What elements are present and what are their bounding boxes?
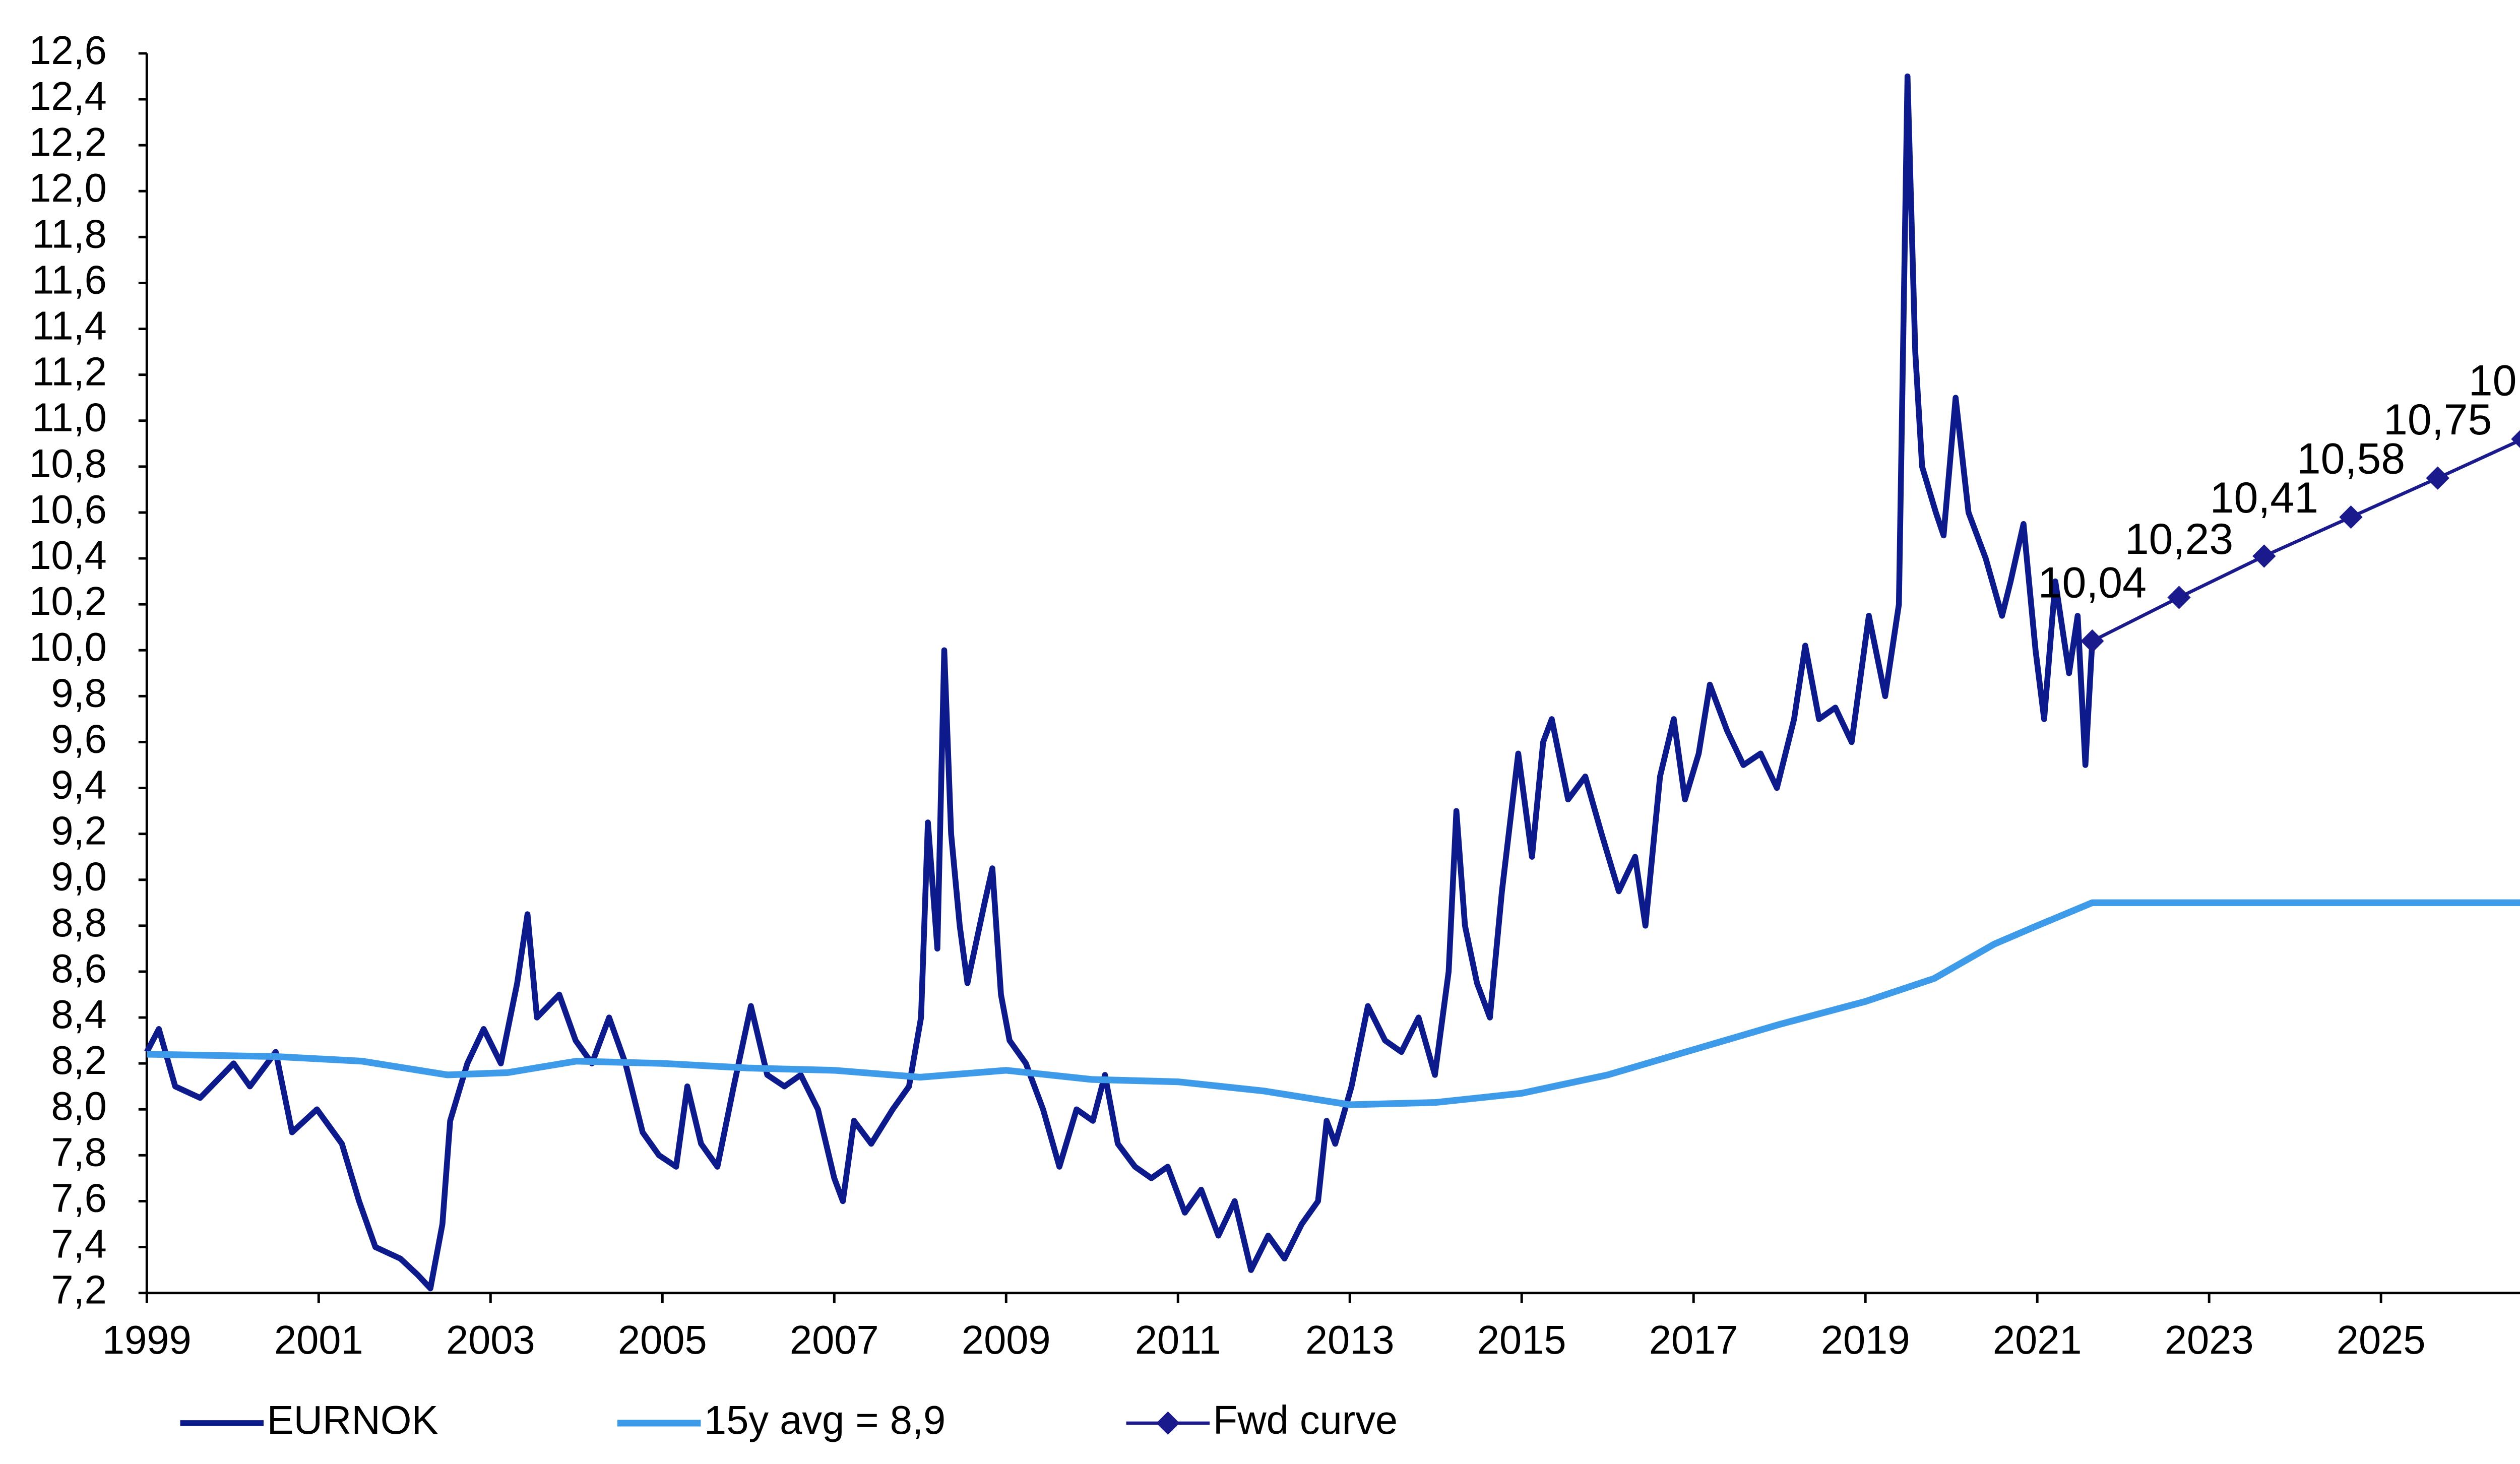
data-label: 10,23 [2125,515,2233,563]
x-tick-label: 2015 [1477,1317,1566,1362]
x-tick-label: 2025 [2337,1317,2426,1362]
y-tick-label: 8,6 [51,946,106,991]
y-tick-label: 9,0 [51,854,106,899]
legend-label: EURNOK [267,1397,438,1442]
x-tick-label: 2011 [1135,1317,1221,1362]
y-tick-label: 8,0 [51,1084,106,1128]
legend-label: 15y avg = 8,9 [704,1397,946,1442]
x-tick-label: 1999 [102,1317,192,1362]
legend-label: Fwd curve [1213,1397,1398,1442]
x-tick-label: 2019 [1821,1317,1910,1362]
y-tick-label: 12,6 [29,28,107,73]
marker [2081,629,2104,653]
y-tick-label: 8,2 [51,1038,106,1083]
x-tick-label: 2007 [790,1317,879,1362]
y-tick-label: 11,0 [32,395,107,440]
y-tick-label: 9,2 [51,808,106,853]
data-label: 10,75 [2383,396,2492,444]
x-tick-label: 2001 [274,1317,363,1362]
y-tick-label: 12,4 [29,74,107,118]
marker [2339,505,2363,529]
y-tick-label: 7,4 [51,1222,106,1266]
y-tick-label: 11,2 [32,349,107,394]
y-tick-label: 9,6 [51,716,106,761]
y-tick-label: 12,0 [29,165,107,210]
marker [2252,544,2276,568]
y-tick-label: 11,8 [32,211,107,256]
y-tick-label: 7,8 [51,1129,106,1174]
y-tick-label: 10,6 [29,487,107,532]
series-line [147,899,2520,1108]
y-tick-label: 9,8 [51,670,106,715]
y-tick-label: 10,0 [29,624,107,669]
y-tick-label: 8,8 [51,900,106,945]
x-tick-label: 2017 [1649,1317,1738,1362]
y-tick-label: 10,8 [29,441,107,486]
data-label: 10,04 [2038,559,2147,607]
data-label: 10,58 [2297,435,2405,483]
marker [2511,430,2520,448]
x-tick-label: 2005 [618,1317,707,1362]
y-tick-label: 11,6 [32,257,107,302]
y-tick-label: 11,4 [32,303,107,348]
y-tick-label: 7,2 [51,1267,106,1312]
data-label: 10,41 [2210,474,2318,522]
x-tick-label: 2013 [1305,1317,1395,1362]
x-tick-label: 2003 [446,1317,535,1362]
x-tick-label: 2023 [2165,1317,2254,1362]
marker [2167,586,2191,609]
series-line [144,73,2096,1292]
y-tick-label: 12,2 [29,119,107,164]
data-label: 10,92 [2469,357,2520,405]
y-tick-label: 8,4 [51,992,106,1037]
series-line [2091,438,2520,643]
y-tick-label: 10,2 [29,579,107,623]
x-tick-label: 2009 [962,1317,1051,1362]
y-tick-label: 10,4 [29,533,107,578]
y-tick-label: 7,6 [51,1175,106,1220]
marker [2426,466,2449,490]
legend-marker [1156,1411,1180,1435]
x-tick-label: 2021 [1993,1317,2082,1362]
y-tick-label: 9,4 [51,762,106,807]
